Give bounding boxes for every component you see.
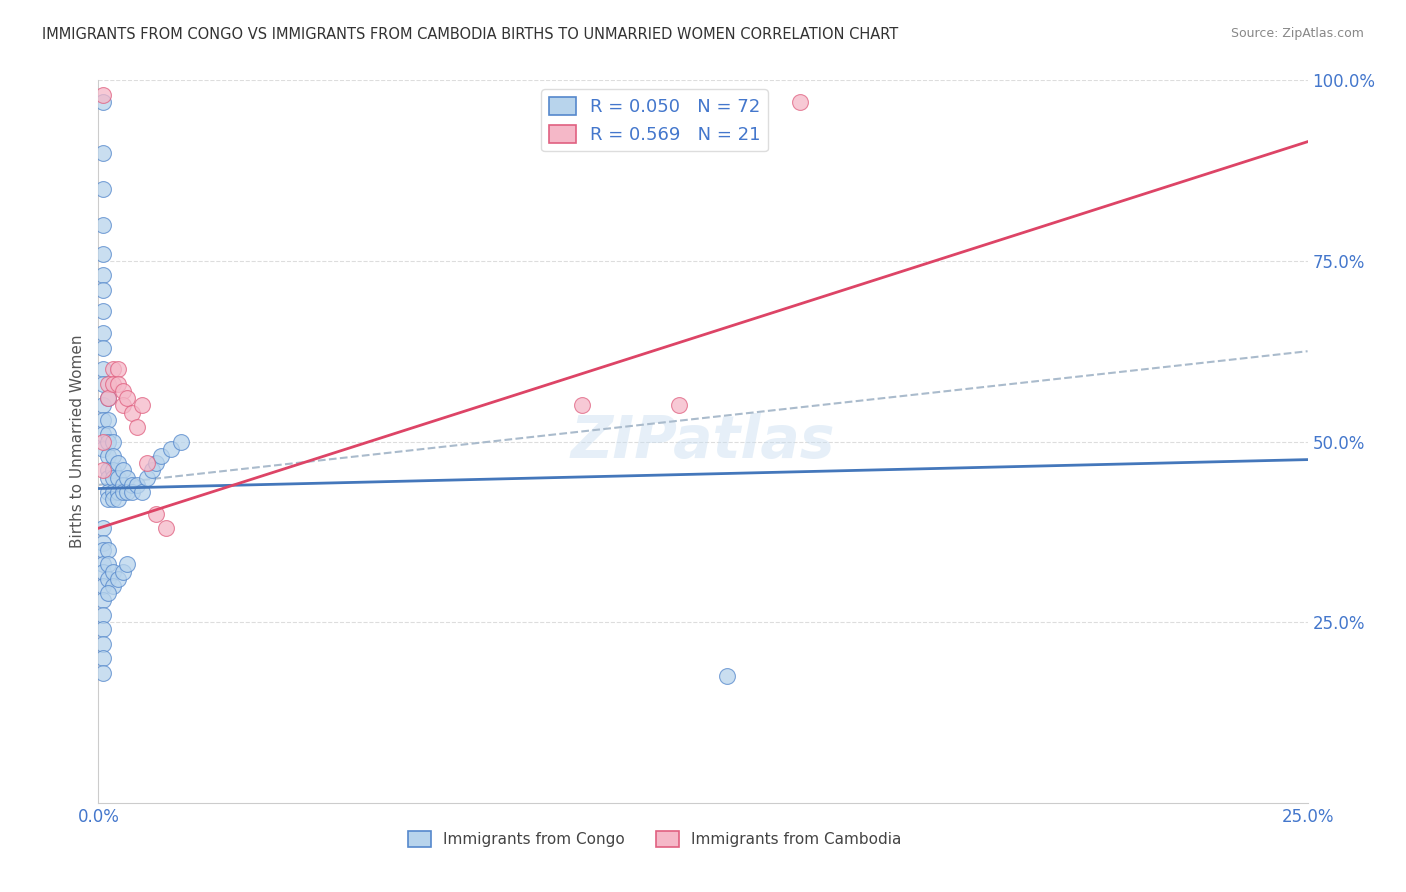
Point bbox=[91, 521, 114, 535]
Point bbox=[145, 507, 167, 521]
Y-axis label: Births to Unmarried Women: Births to Unmarried Women bbox=[70, 334, 86, 549]
Point bbox=[97, 391, 120, 405]
Text: ZIPatlas: ZIPatlas bbox=[571, 413, 835, 470]
Point bbox=[91, 218, 114, 232]
Point bbox=[91, 535, 114, 549]
Point bbox=[91, 565, 114, 579]
Point bbox=[97, 470, 120, 484]
Point bbox=[91, 542, 114, 557]
Point bbox=[155, 521, 177, 535]
Point bbox=[571, 398, 593, 412]
Point bbox=[91, 268, 114, 283]
Point bbox=[107, 485, 129, 500]
Point bbox=[91, 637, 114, 651]
Point bbox=[97, 463, 120, 477]
Point bbox=[117, 485, 139, 500]
Point bbox=[101, 449, 124, 463]
Legend: Immigrants from Congo, Immigrants from Cambodia: Immigrants from Congo, Immigrants from C… bbox=[402, 825, 907, 853]
Point bbox=[91, 665, 114, 680]
Point bbox=[91, 558, 114, 572]
Point bbox=[107, 492, 129, 507]
Point bbox=[121, 485, 143, 500]
Point bbox=[97, 558, 120, 572]
Point bbox=[111, 398, 134, 412]
Point bbox=[91, 623, 114, 637]
Point bbox=[121, 406, 143, 420]
Text: IMMIGRANTS FROM CONGO VS IMMIGRANTS FROM CAMBODIA BIRTHS TO UNMARRIED WOMEN CORR: IMMIGRANTS FROM CONGO VS IMMIGRANTS FROM… bbox=[42, 27, 898, 42]
Point bbox=[150, 449, 173, 463]
Point bbox=[97, 413, 120, 427]
Point bbox=[107, 456, 129, 470]
Point bbox=[131, 485, 153, 500]
Point bbox=[169, 434, 191, 449]
Point bbox=[101, 463, 124, 477]
Point bbox=[101, 434, 124, 449]
Point bbox=[91, 326, 114, 340]
Point bbox=[107, 376, 129, 391]
Point bbox=[101, 492, 124, 507]
Point bbox=[111, 565, 134, 579]
Point bbox=[91, 434, 114, 449]
Point bbox=[91, 427, 114, 442]
Point bbox=[97, 376, 120, 391]
Point bbox=[101, 565, 124, 579]
Point bbox=[111, 485, 134, 500]
Point bbox=[91, 362, 114, 376]
Point bbox=[141, 463, 163, 477]
Point bbox=[789, 95, 811, 109]
Point bbox=[97, 427, 120, 442]
Point bbox=[91, 341, 114, 355]
Point bbox=[111, 384, 134, 398]
Point bbox=[91, 442, 114, 456]
Point bbox=[101, 485, 124, 500]
Point bbox=[107, 470, 129, 484]
Point bbox=[127, 478, 149, 492]
Point bbox=[91, 593, 114, 607]
Point bbox=[91, 145, 114, 160]
Point bbox=[97, 485, 120, 500]
Point bbox=[91, 579, 114, 593]
Point bbox=[91, 246, 114, 260]
Point bbox=[135, 470, 157, 484]
Point bbox=[97, 586, 120, 600]
Point bbox=[97, 449, 120, 463]
Point bbox=[101, 470, 124, 484]
Point bbox=[107, 572, 129, 586]
Point bbox=[131, 398, 153, 412]
Point bbox=[117, 558, 139, 572]
Point bbox=[91, 413, 114, 427]
Point bbox=[117, 470, 139, 484]
Point bbox=[91, 607, 114, 622]
Text: Source: ZipAtlas.com: Source: ZipAtlas.com bbox=[1230, 27, 1364, 40]
Point bbox=[97, 434, 120, 449]
Point bbox=[121, 478, 143, 492]
Point bbox=[91, 304, 114, 318]
Point bbox=[135, 456, 157, 470]
Point bbox=[91, 463, 114, 477]
Point bbox=[91, 95, 114, 109]
Point bbox=[160, 442, 183, 456]
Point bbox=[111, 478, 134, 492]
Point bbox=[117, 391, 139, 405]
Point bbox=[91, 651, 114, 665]
Point bbox=[91, 283, 114, 297]
Point bbox=[111, 463, 134, 477]
Point bbox=[97, 542, 120, 557]
Point bbox=[91, 376, 114, 391]
Point bbox=[716, 669, 738, 683]
Point bbox=[97, 492, 120, 507]
Point bbox=[97, 391, 120, 405]
Point bbox=[91, 87, 114, 102]
Point bbox=[101, 579, 124, 593]
Point bbox=[97, 572, 120, 586]
Point bbox=[127, 420, 149, 434]
Point bbox=[91, 182, 114, 196]
Point bbox=[107, 362, 129, 376]
Point bbox=[101, 362, 124, 376]
Point bbox=[145, 456, 167, 470]
Point bbox=[101, 376, 124, 391]
Point bbox=[668, 398, 690, 412]
Point bbox=[91, 398, 114, 412]
